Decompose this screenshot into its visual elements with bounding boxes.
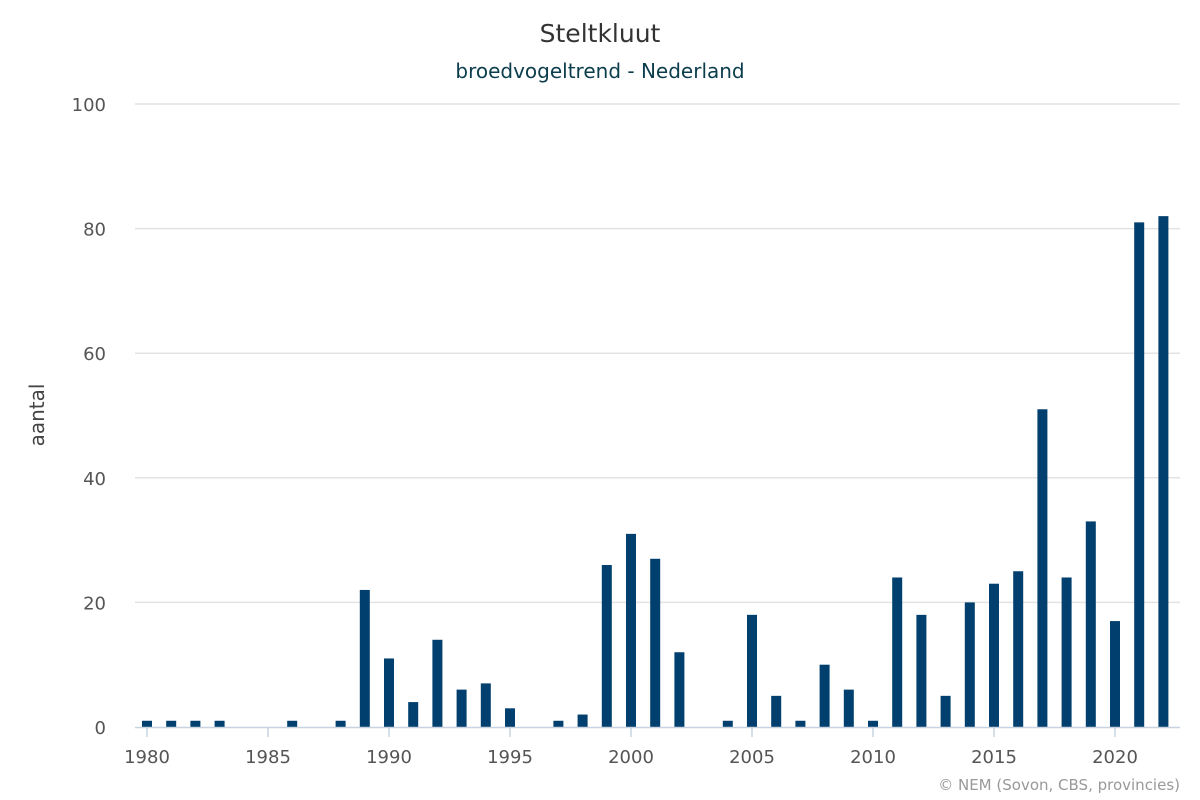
x-tick-label: 1980 (124, 747, 170, 768)
x-tick-label: 1995 (487, 747, 533, 768)
bar[interactable] (1037, 409, 1048, 727)
bar[interactable] (190, 720, 201, 727)
bar[interactable] (1158, 216, 1169, 727)
credits-text[interactable]: © NEM (Sovon, CBS, provincies) (938, 776, 1180, 794)
bars (142, 216, 1169, 727)
bar[interactable] (480, 683, 491, 727)
bar[interactable] (553, 720, 564, 727)
bar[interactable] (214, 720, 225, 727)
x-tick-label: 1985 (245, 747, 291, 768)
bar[interactable] (505, 708, 515, 727)
bar[interactable] (674, 652, 685, 727)
bar[interactable] (916, 614, 927, 727)
bar[interactable] (1134, 222, 1145, 727)
y-axis-ticks: 0 20 40 60 80 100 (72, 95, 106, 739)
bar[interactable] (1061, 577, 1072, 727)
y-tick-label: 100 (72, 95, 106, 116)
y-tick-label: 0 (95, 718, 106, 739)
bar[interactable] (722, 720, 733, 727)
bar[interactable] (795, 720, 806, 727)
gridlines (135, 103, 1180, 604)
bar[interactable] (747, 614, 757, 727)
bar[interactable] (408, 702, 419, 727)
bar[interactable] (843, 689, 854, 727)
y-axis-label: aantal (25, 384, 49, 447)
bar[interactable] (989, 583, 999, 727)
y-tick-label: 60 (83, 344, 106, 365)
y-tick-label: 40 (83, 469, 106, 490)
y-tick-label: 80 (83, 220, 106, 241)
x-tick-label: 2015 (971, 747, 1017, 768)
bar[interactable] (771, 695, 782, 727)
bar[interactable] (964, 602, 975, 727)
bar[interactable] (432, 639, 443, 727)
x-tick-label: 2000 (608, 747, 654, 768)
bar[interactable] (287, 720, 298, 727)
bar[interactable] (1110, 621, 1120, 727)
bar[interactable] (601, 565, 612, 727)
bar[interactable] (384, 658, 394, 727)
chart-title: Steltkluut (540, 19, 661, 48)
x-tick-label: 2010 (850, 747, 896, 768)
bar[interactable] (819, 664, 830, 727)
bar[interactable] (359, 589, 370, 727)
bar[interactable] (166, 720, 177, 727)
x-tick-label: 2005 (729, 747, 775, 768)
y-tick-label: 20 (83, 593, 106, 614)
bar[interactable] (335, 720, 346, 727)
bar[interactable] (577, 714, 588, 727)
x-axis-ticks: 1980 1985 1990 1995 2000 2005 2010 2015 2020 (124, 727, 1138, 768)
bar[interactable] (456, 689, 467, 727)
x-tick-label: 2020 (1092, 747, 1138, 768)
bar[interactable] (1013, 571, 1024, 727)
bar[interactable] (1085, 521, 1096, 727)
bar[interactable] (892, 577, 903, 727)
bar[interactable] (868, 720, 878, 727)
bar[interactable] (940, 695, 951, 727)
x-tick-label: 1990 (366, 747, 412, 768)
chart-subtitle: broedvogeltrend - Nederland (455, 59, 744, 83)
bar[interactable] (650, 558, 661, 727)
bar[interactable] (626, 533, 636, 727)
bar[interactable] (142, 720, 152, 727)
